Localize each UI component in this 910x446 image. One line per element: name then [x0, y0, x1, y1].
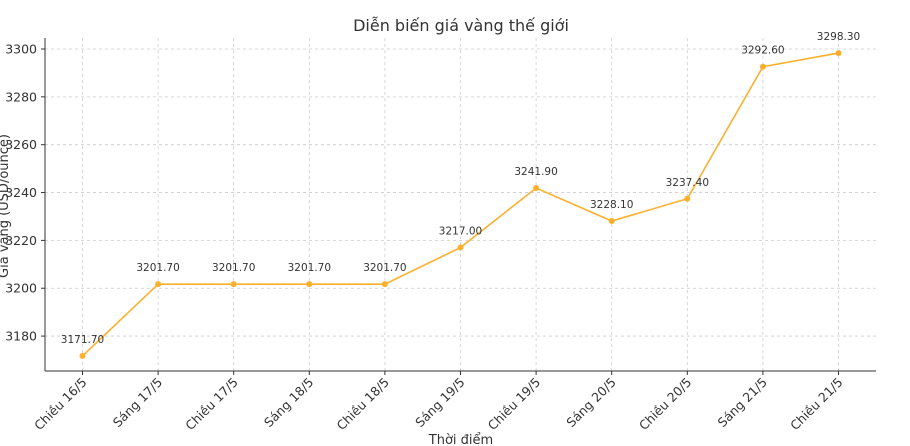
data-point [835, 50, 842, 57]
x-tick-label: Sáng 18/5 [261, 375, 317, 431]
grid-layer [45, 38, 876, 371]
data-label: 3217.00 [439, 226, 482, 238]
y-axis-title: Giá vàng (USD/ounce) [0, 134, 12, 278]
data-label: 3298.30 [817, 31, 860, 43]
data-point [608, 218, 615, 225]
x-tick-label: Chiều 18/5 [333, 375, 392, 434]
x-tick-label: Sáng 21/5 [715, 375, 771, 431]
x-tick-label: Chiều 20/5 [636, 375, 695, 434]
x-tick-label: Sáng 19/5 [412, 375, 468, 431]
data-point [79, 352, 86, 359]
data-label: 3228.10 [590, 199, 633, 211]
data-label: 3241.90 [514, 166, 557, 178]
data-point [306, 281, 313, 288]
data-label: 3171.70 [61, 334, 104, 346]
data-point [230, 281, 237, 288]
data-point [155, 281, 162, 288]
y-tick-label: 3280 [5, 89, 37, 104]
series-layer [79, 50, 842, 359]
y-tick-label: 3300 [5, 42, 37, 57]
y-tick-label: 3240 [5, 185, 37, 200]
data-point [457, 244, 464, 251]
y-tick-label: 3180 [5, 329, 37, 344]
data-point [759, 63, 766, 70]
data-point [381, 281, 388, 288]
y-tick-label: 3220 [5, 233, 37, 248]
labels-layer: 3171.70 3201.70 3201.70 3201.70 3201.70 3217.… [61, 31, 860, 346]
x-axis-title: Thời điểm [428, 433, 493, 446]
y-tick-label: 3200 [5, 281, 37, 296]
y-tick-label: 3260 [5, 137, 37, 152]
data-label: 3201.70 [212, 262, 255, 274]
data-label: 3201.70 [363, 262, 406, 274]
data-point [684, 195, 691, 202]
x-tick-label: Chiều 17/5 [182, 375, 241, 434]
data-label: 3201.70 [136, 262, 179, 274]
data-label: 3237.40 [666, 177, 709, 189]
x-tick-label: Sáng 20/5 [563, 375, 619, 431]
x-tick-label: Sáng 17/5 [110, 375, 166, 431]
data-point [533, 184, 540, 191]
data-label: 3201.70 [288, 262, 331, 274]
x-tick-label: Chiều 21/5 [787, 375, 846, 434]
chart-title: Diễn biến giá vàng thế giới [353, 16, 569, 35]
x-tick-label: Chiều 19/5 [485, 375, 544, 434]
data-label: 3292.60 [741, 45, 784, 57]
x-tick-label: Chiều 16/5 [31, 375, 90, 434]
